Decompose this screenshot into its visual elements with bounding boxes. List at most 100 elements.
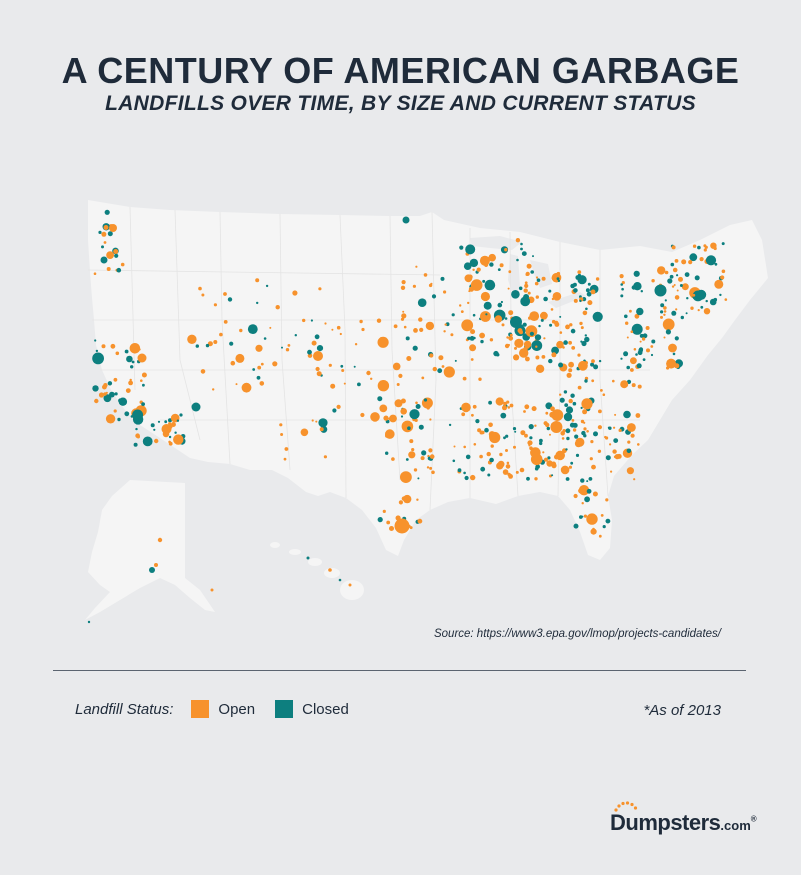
landfill-dot — [568, 340, 572, 345]
landfill-dot — [577, 353, 581, 357]
landfill-dot — [545, 422, 550, 428]
landfill-dot — [651, 279, 655, 283]
landfill-dot — [523, 340, 532, 349]
landfill-dot — [348, 583, 352, 587]
landfill-dot — [590, 362, 595, 367]
landfill-dot — [311, 340, 317, 346]
landfill-dot — [710, 242, 717, 249]
landfill-dot — [383, 415, 389, 421]
landfill-dot — [524, 433, 528, 438]
landfill-dot — [713, 297, 718, 302]
landfill-dot — [469, 344, 477, 352]
landfill-dot — [343, 382, 346, 385]
landfill-dot — [488, 253, 497, 262]
landfill-dot-large — [100, 256, 108, 264]
landfill-dot — [461, 319, 474, 332]
landfill-dot — [448, 423, 452, 427]
landfill-dot — [688, 260, 693, 265]
landfill-dot — [400, 285, 406, 290]
landfill-dot — [597, 425, 603, 430]
landfill-dot — [634, 313, 640, 319]
landfill-dot — [705, 299, 708, 303]
landfill-dot-large — [191, 402, 201, 412]
landfill-dot — [104, 209, 110, 215]
landfill-dot — [633, 270, 640, 277]
map-canvas — [85, 200, 768, 624]
landfill-dot — [579, 321, 583, 326]
landfill-dot — [573, 523, 579, 529]
landfill-dot — [630, 433, 635, 438]
landfill-dot — [260, 362, 264, 366]
landfill-dot — [389, 526, 394, 531]
landfill-dot — [522, 322, 527, 327]
landfill-dot — [269, 326, 272, 329]
landfill-dot — [241, 382, 252, 393]
landfill-dot — [531, 340, 543, 351]
landfill-dot — [585, 288, 590, 293]
landfill-dot — [668, 343, 677, 353]
landfill-dot — [637, 350, 643, 356]
landfill-dot — [526, 476, 530, 481]
landfill-dot — [187, 334, 197, 344]
landfill-dot — [385, 429, 395, 439]
landfill-dot — [483, 301, 492, 310]
landfill-dot — [141, 372, 147, 378]
landfill-dot — [256, 375, 261, 380]
landfill-dot — [520, 242, 523, 246]
landfill-dot — [487, 473, 491, 477]
landfill-dot — [574, 434, 579, 439]
landfill-dot — [525, 356, 530, 362]
landfill-dot — [315, 366, 320, 372]
landfill-dot — [565, 477, 570, 481]
us-landfill-map — [0, 180, 801, 640]
landfill-dot — [213, 303, 217, 307]
landfill-dot — [592, 311, 603, 322]
dumpsters-logo[interactable]: Dumpsters.com® — [608, 800, 768, 840]
landfill-dot — [639, 340, 642, 343]
landfill-dot — [565, 448, 568, 451]
landfill-dot — [173, 434, 184, 445]
landfill-dot — [671, 285, 675, 288]
landfill-dot — [461, 402, 471, 413]
landfill-dot — [113, 249, 119, 254]
landfill-dot — [630, 368, 634, 372]
landfill-dot — [626, 365, 630, 370]
landfill-dot — [472, 404, 477, 409]
landfill-dot — [106, 251, 114, 259]
landfill-dot — [440, 276, 445, 281]
landfill-dot — [605, 498, 609, 502]
landfill-dot — [418, 317, 423, 322]
landfill-dot — [341, 369, 345, 372]
landfill-dot — [314, 334, 320, 340]
landfill-dot — [168, 441, 173, 446]
landfill-dot — [663, 336, 666, 339]
landfill-dot — [168, 435, 172, 439]
landfill-dot — [571, 419, 575, 422]
landfill-dot — [650, 345, 654, 348]
landfill-dot — [479, 454, 483, 459]
landfill-dot — [463, 471, 466, 475]
landfill-dot — [586, 480, 589, 483]
landfill-dot — [383, 343, 386, 346]
landfill-dot — [470, 474, 476, 481]
landfill-dot — [302, 318, 306, 323]
landfill-dot — [570, 328, 576, 334]
landfill-dot — [503, 436, 506, 440]
landfill-dot — [623, 351, 629, 357]
landfill-dot — [507, 287, 510, 290]
landfill-dot — [588, 477, 593, 481]
landfill-dot — [613, 438, 619, 443]
landfill-dot — [102, 384, 107, 390]
landfill-dot — [488, 422, 493, 428]
landfill-dot — [528, 424, 534, 430]
landfill-dot — [520, 247, 523, 251]
landfill-dot — [666, 330, 671, 334]
landfill-dot — [663, 306, 667, 310]
landfill-dot — [431, 470, 435, 475]
landfill-dot — [534, 477, 538, 481]
landfill-dot — [470, 279, 483, 291]
landfill-dot — [663, 313, 666, 316]
landfill-dot — [332, 408, 337, 413]
landfill-dot — [623, 410, 631, 419]
landfill-dot — [697, 245, 701, 250]
